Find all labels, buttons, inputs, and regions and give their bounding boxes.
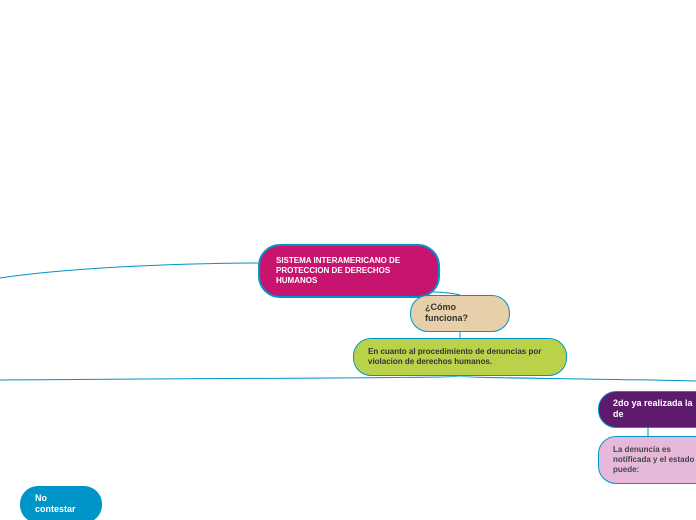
node-no-contestar-label: No contestar bbox=[35, 493, 76, 514]
node-notificada-label: La denuncia es notificada y el estado pu… bbox=[613, 445, 694, 474]
root-node-label: SISTEMA INTERAMERICANO DE PROTECCION DE … bbox=[276, 256, 400, 285]
mindmap-canvas: { "nodes": { "root": { "text": "SISTEMA … bbox=[0, 0, 696, 520]
node-como-funciona[interactable]: ¿Cómo funciona? bbox=[410, 295, 510, 332]
root-node[interactable]: SISTEMA INTERAMERICANO DE PROTECCION DE … bbox=[258, 244, 440, 298]
node-segundo[interactable]: 2do ya realizada la de bbox=[598, 391, 696, 428]
node-como-funciona-label: ¿Cómo funciona? bbox=[425, 302, 468, 323]
node-denuncias-label: En cuanto al procedimiento de denuncias … bbox=[368, 347, 541, 366]
node-no-contestar[interactable]: No contestar bbox=[20, 486, 102, 520]
node-segundo-label: 2do ya realizada la de bbox=[613, 398, 693, 419]
node-denuncias[interactable]: En cuanto al procedimiento de denuncias … bbox=[353, 338, 567, 376]
connector bbox=[0, 263, 258, 278]
node-notificada[interactable]: La denuncia es notificada y el estado pu… bbox=[598, 436, 696, 484]
